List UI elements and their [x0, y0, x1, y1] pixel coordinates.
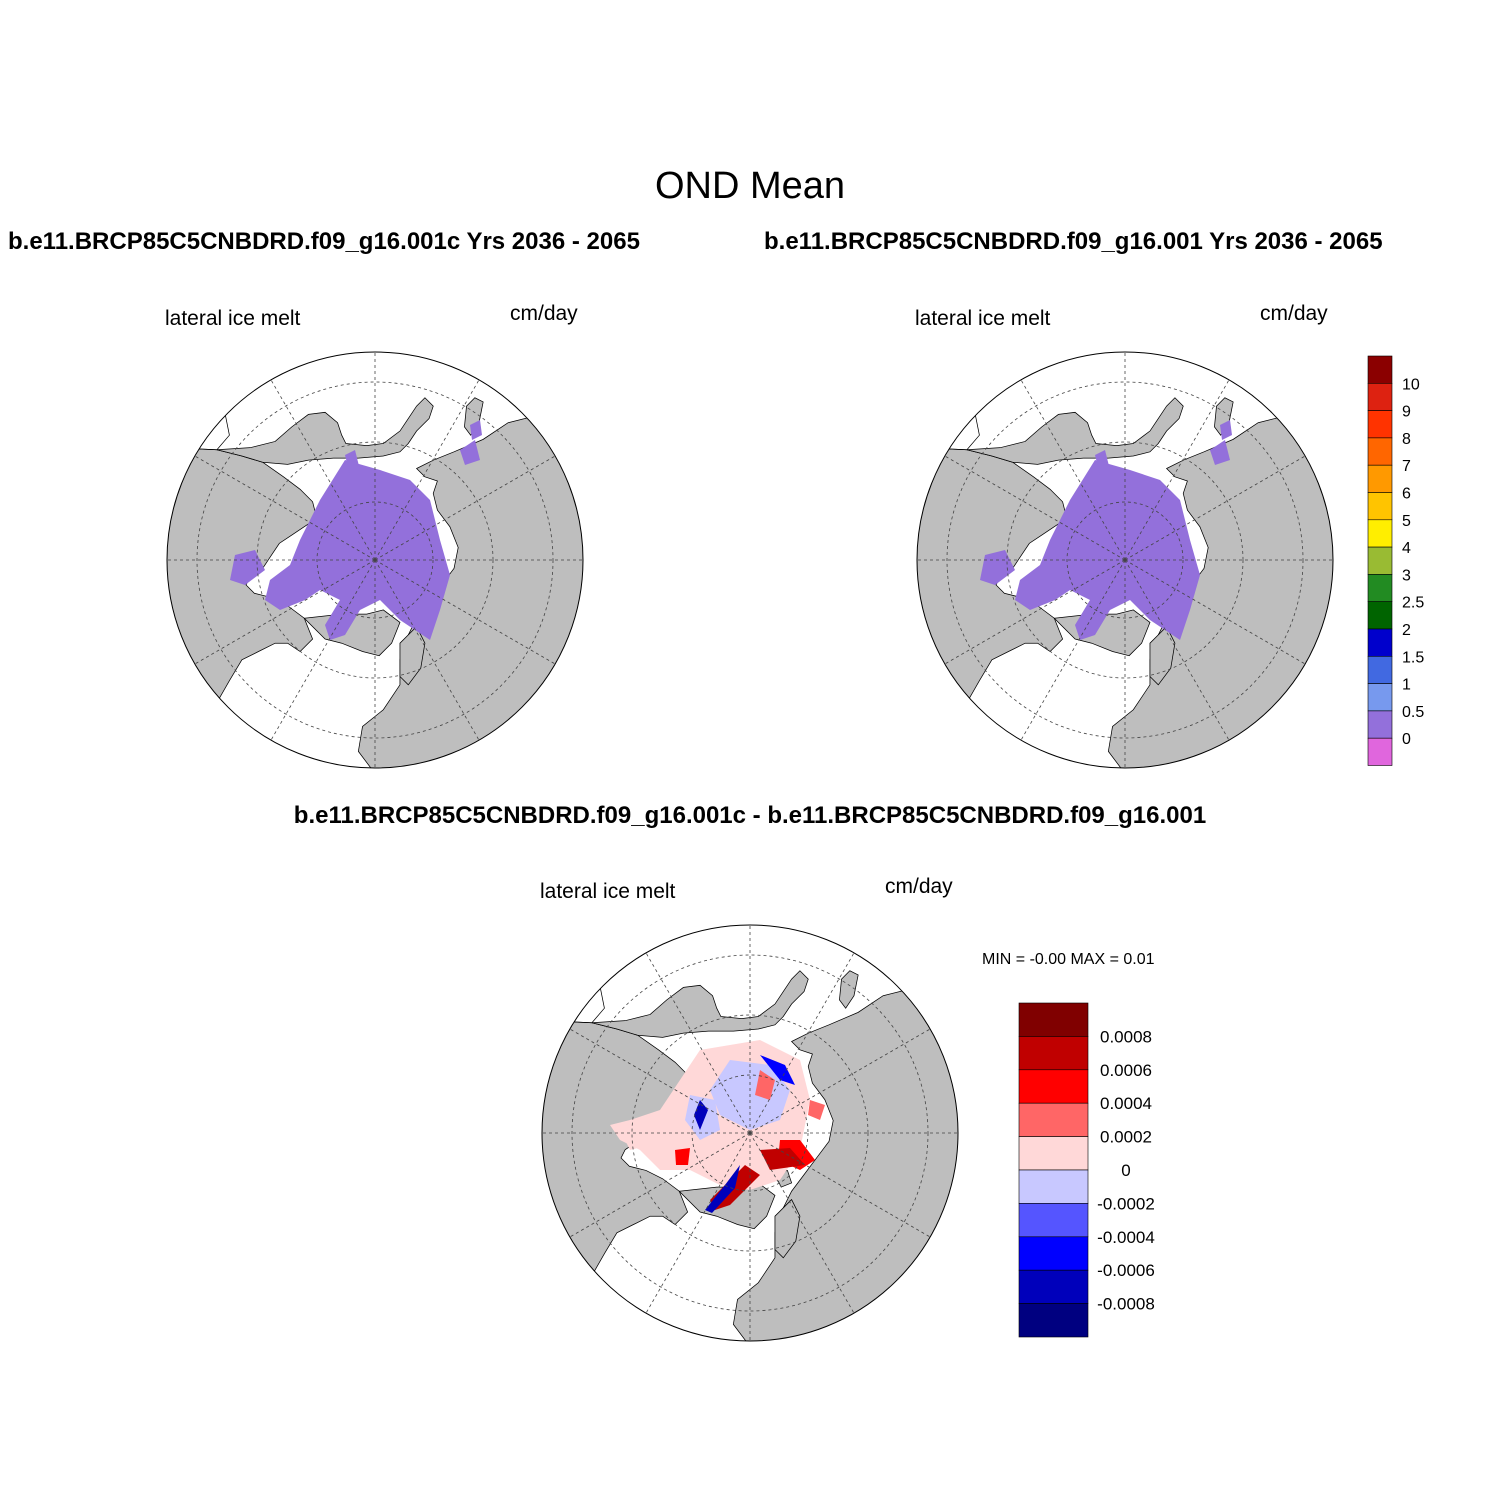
ice-melt-region: [460, 440, 480, 465]
colorbar-tick-label: 7: [1402, 458, 1411, 475]
colorbar-swatch: [1367, 492, 1393, 521]
colorbar-swatch: [1018, 1036, 1089, 1071]
ice-melt-region: [230, 550, 265, 585]
colorbar-swatch: [1018, 1236, 1089, 1271]
colorbar-swatch: [1367, 410, 1393, 439]
ice-melt-region: [470, 420, 482, 440]
ice-melt-region: [1210, 440, 1230, 465]
right-panel-case-title: b.e11.BRCP85C5CNBDRD.f09_g16.001 Yrs 203…: [764, 228, 1383, 255]
meridian-line: [749, 950, 856, 1134]
figure-title: OND Mean: [654, 165, 846, 207]
right-panel-units-label: cm/day: [1260, 302, 1328, 325]
colorbar-tick-label: 0.5: [1402, 704, 1424, 721]
colorbar-tick-label: 5: [1402, 513, 1411, 530]
colorbar-tick-label: 2.5: [1402, 595, 1424, 612]
meridian-line: [1124, 559, 1308, 666]
ice-melt-region: [980, 550, 1015, 585]
ice-melt-region: [1220, 420, 1232, 440]
meridian-line: [644, 950, 751, 1134]
colorbar-tick-label: -0.0008: [1097, 1295, 1155, 1314]
colorbar-tick-label: 1.5: [1402, 649, 1424, 666]
colorbar-tick-label: 10: [1402, 376, 1420, 393]
colorbar-swatch: [1367, 464, 1393, 493]
meridian-line: [1019, 559, 1126, 743]
colorbar-swatch: [1367, 655, 1393, 684]
main-colorbar: 10 9 8 7 6 5 4 3 2.5 2 1.5 1 0.5 0: [1367, 355, 1424, 766]
left-panel-case-title: b.e11.BRCP85C5CNBDRD.f09_g16.001c Yrs 20…: [8, 228, 640, 255]
colorbar-tick-label: 3: [1402, 567, 1411, 584]
meridian-line: [269, 377, 376, 561]
meridian-line: [942, 559, 1126, 666]
meridian-line: [374, 377, 481, 561]
meridian-line: [1124, 454, 1308, 561]
meridian-line: [269, 559, 376, 743]
meridian-line: [567, 1132, 751, 1239]
colorbar-swatch: [1018, 1002, 1089, 1037]
left-polar-map: [166, 351, 584, 769]
colorbar-tick-label: 0.0004: [1100, 1094, 1152, 1113]
meridian-line: [749, 1132, 933, 1239]
meridian-line: [1019, 377, 1126, 561]
colorbar-tick-label: 0: [1402, 731, 1411, 748]
colorbar-tick-label: 0.0006: [1100, 1061, 1152, 1080]
colorbar-tick-label: 0.0002: [1100, 1128, 1152, 1147]
colorbar-swatch: [1367, 519, 1393, 548]
meridian-line: [1124, 559, 1231, 743]
diff-panel-variable-label: lateral ice melt: [540, 880, 676, 903]
right-panel-variable-label: lateral ice melt: [915, 307, 1051, 330]
meridian-line: [567, 1027, 751, 1134]
meridian-line: [192, 454, 376, 561]
colorbar-tick-label: -0.0006: [1097, 1261, 1155, 1280]
colorbar-swatch: [1367, 437, 1393, 466]
meridian-line: [942, 454, 1126, 561]
right-polar-map: [916, 351, 1334, 769]
colorbar-tick-label: 6: [1402, 486, 1411, 503]
colorbar-tick-label: 9: [1402, 404, 1411, 421]
colorbar-swatch: [1018, 1203, 1089, 1238]
colorbar-swatch: [1367, 355, 1393, 384]
colorbar-tick-label: 0: [1121, 1161, 1130, 1180]
ice-melt-region: [1095, 450, 1110, 475]
meridian-line: [749, 1132, 856, 1316]
meridian-line: [374, 454, 558, 561]
colorbar-swatch: [1018, 1303, 1089, 1338]
meridian-line: [644, 1132, 751, 1316]
colorbar-tick-label: 4: [1402, 540, 1411, 557]
colorbar-swatch: [1367, 683, 1393, 712]
meridian-line: [1124, 377, 1231, 561]
left-panel-variable-label: lateral ice melt: [165, 307, 301, 330]
difference-panel-title: b.e11.BRCP85C5CNBDRD.f09_g16.001c - b.e1…: [293, 802, 1207, 829]
colorbar-swatch: [1018, 1102, 1089, 1137]
colorbar-swatch: [1018, 1169, 1089, 1204]
colorbar-swatch: [1018, 1269, 1089, 1304]
colorbar-swatch: [1367, 628, 1393, 657]
meridian-line: [192, 559, 376, 666]
left-panel-units-label: cm/day: [510, 302, 578, 325]
colorbar-swatch: [1367, 382, 1393, 411]
difference-polar-map: [541, 924, 959, 1342]
meridian-line: [374, 559, 481, 743]
difference-colorbar: 0.0008 0.0006 0.0004 0.0002 0 -0.0002 -0.0004 -…: [1018, 1002, 1155, 1338]
colorbar-tick-label: 1: [1402, 677, 1411, 694]
colorbar-swatch: [1367, 710, 1393, 739]
colorbar-swatch: [1367, 546, 1393, 575]
colorbar-tick-label: 8: [1402, 431, 1411, 448]
meridian-line: [749, 1027, 933, 1134]
diff-panel-units-label: cm/day: [885, 875, 953, 898]
colorbar-tick-label: 0.0008: [1100, 1027, 1152, 1046]
meridian-line: [374, 559, 558, 666]
colorbar-tick-label: -0.0002: [1097, 1194, 1155, 1213]
colorbar-swatch: [1367, 574, 1393, 603]
colorbar-swatch: [1367, 601, 1393, 630]
colorbar-tick-label: -0.0004: [1097, 1228, 1155, 1247]
colorbar-swatch: [1367, 737, 1393, 766]
ice-melt-region: [345, 450, 360, 475]
colorbar-swatch: [1018, 1136, 1089, 1171]
colorbar-tick-label: 2: [1402, 622, 1411, 639]
colorbar-swatch: [1018, 1069, 1089, 1104]
diff-panel-minmax-text: MIN = -0.00 MAX = 0.01: [982, 951, 1155, 968]
